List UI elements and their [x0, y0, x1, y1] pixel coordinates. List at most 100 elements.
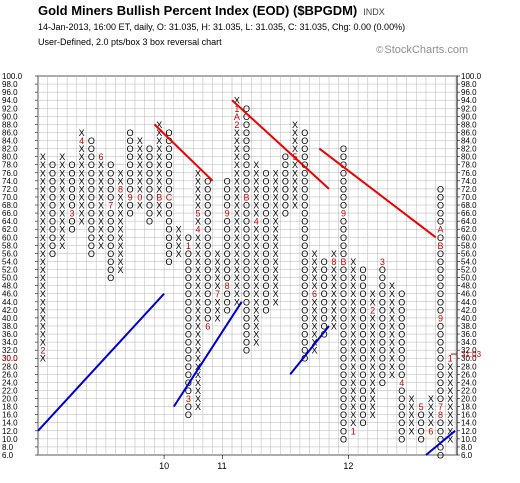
x-box: X	[447, 370, 453, 380]
x-box: X	[40, 289, 46, 299]
o-box: O	[243, 120, 250, 130]
o-box: O	[185, 338, 192, 348]
o-box: O	[262, 233, 269, 243]
o-box: O	[301, 209, 308, 219]
x-box: X	[156, 144, 162, 154]
x-box: X	[273, 265, 279, 275]
x-box: X	[40, 265, 46, 275]
o-box: O	[398, 305, 405, 315]
o-box: O	[437, 297, 444, 307]
x-box: X	[59, 176, 65, 186]
x-box: X	[273, 225, 279, 235]
x-box: X	[370, 321, 376, 331]
o-box: O	[204, 273, 211, 283]
month-marker: 1	[186, 241, 191, 251]
o-box: O	[437, 265, 444, 275]
y-tick-label-right: 22.0	[461, 386, 477, 395]
x-box: X	[214, 297, 220, 307]
x-box: X	[195, 330, 201, 340]
x-box: X	[331, 321, 337, 331]
o-box: O	[437, 338, 444, 348]
x-box: X	[350, 402, 356, 412]
x-box: X	[253, 281, 259, 291]
y-tick-label-right: 26.0	[461, 370, 477, 379]
month-marker: 1	[234, 104, 239, 114]
o-box: O	[165, 241, 172, 251]
month-marker: 6	[428, 426, 433, 436]
o-box: O	[49, 168, 56, 178]
o-box: O	[165, 225, 172, 235]
x-box: X	[234, 160, 240, 170]
o-box: O	[301, 233, 308, 243]
month-marker: 2	[370, 305, 375, 315]
quote-line: 14-Jan-2013, 16:00 ET, daily, O: 31.035,…	[38, 22, 406, 32]
o-box: O	[243, 184, 250, 194]
o-box: O	[243, 346, 250, 356]
x-box: X	[195, 184, 201, 194]
x-box: X	[195, 281, 201, 291]
o-box: O	[321, 273, 328, 283]
o-box: O	[49, 233, 56, 243]
x-box: X	[273, 257, 279, 267]
o-box: O	[107, 168, 114, 178]
chart-settings-line: User-Defined, 2.0 pts/box 3 box reversal…	[38, 37, 222, 47]
o-box: O	[301, 354, 308, 364]
x-box: X	[253, 192, 259, 202]
o-box: O	[379, 313, 386, 323]
o-box: O	[243, 176, 250, 186]
o-box: O	[359, 354, 366, 364]
x-box: X	[370, 410, 376, 420]
x-box: X	[79, 128, 85, 138]
y-tick-label-left: 78.0	[2, 161, 18, 170]
o-box: O	[437, 273, 444, 283]
o-box: O	[437, 418, 444, 428]
o-box: O	[107, 184, 114, 194]
y-tick-label-right: 46.0	[461, 290, 477, 299]
o-box: O	[185, 297, 192, 307]
x-box: X	[117, 249, 123, 259]
x-box: X	[117, 265, 123, 275]
o-box: O	[437, 192, 444, 202]
o-box: O	[49, 241, 56, 251]
x-box: X	[98, 192, 104, 202]
o-box: O	[359, 370, 366, 380]
x-box: X	[117, 192, 123, 202]
y-tick-label-left: 22.0	[2, 386, 18, 395]
y-tick-label-right: 34.0	[461, 338, 477, 347]
o-box: O	[243, 338, 250, 348]
y-tick-label-left: 28.0	[2, 362, 18, 371]
y-tick-label-left: 96.0	[2, 88, 18, 97]
x-box: X	[389, 297, 395, 307]
o-box: O	[301, 297, 308, 307]
o-box: O	[340, 394, 347, 404]
o-box: O	[340, 305, 347, 315]
x-tick-label: 11	[217, 461, 226, 471]
x-box: X	[253, 297, 259, 307]
x-box: X	[40, 184, 46, 194]
stockcharts-brand[interactable]: ©StockCharts.com	[376, 44, 468, 56]
o-box: O	[165, 168, 172, 178]
o-box: O	[340, 346, 347, 356]
x-box: X	[389, 305, 395, 315]
y-tick-label-left: 58.0	[2, 241, 18, 250]
x-box: X	[447, 386, 453, 396]
o-box: O	[340, 354, 347, 364]
month-marker: 5	[196, 209, 201, 219]
o-box: O	[127, 168, 134, 178]
o-box: O	[185, 362, 192, 372]
x-box: X	[59, 152, 65, 162]
y-tick-label-right: 36.0	[461, 330, 477, 339]
o-box: O	[243, 128, 250, 138]
x-box: X	[98, 225, 104, 235]
x-box: X	[350, 257, 356, 267]
x-box: X	[214, 273, 220, 283]
y-tick-label-right: 58.0	[461, 241, 477, 250]
o-box: O	[262, 241, 269, 251]
month-marker: 8	[438, 410, 443, 420]
o-box: O	[262, 297, 269, 307]
support-trendline	[37, 293, 165, 432]
y-tick-label-left: 100.0	[2, 72, 23, 81]
x-box: X	[253, 249, 259, 259]
y-tick-label-right: 20.0	[461, 395, 477, 404]
o-box: O	[379, 305, 386, 315]
